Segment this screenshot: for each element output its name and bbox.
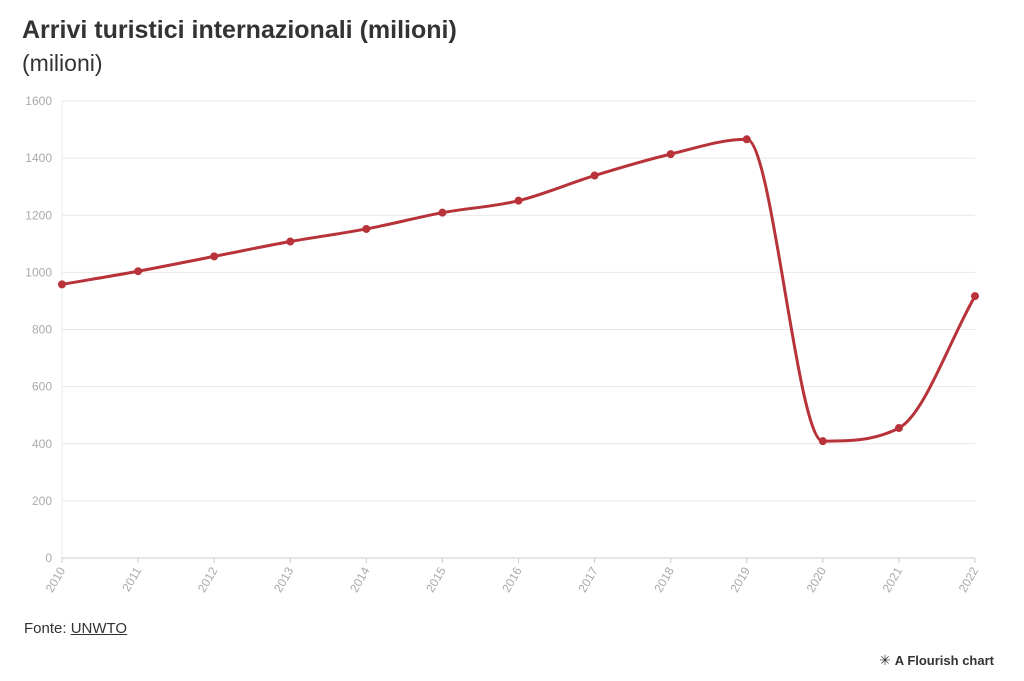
data-point-2010[interactable] [58,280,66,289]
x-tick-label: 2014 [347,564,373,594]
y-tick-label: 1600 [25,94,52,108]
data-point-2013[interactable] [286,237,295,246]
x-tick-label: 2018 [651,564,677,594]
chart-subtitle: (milioni) [22,50,103,76]
flourish-star-icon: ✳ [879,652,891,668]
data-point-2014[interactable] [362,224,371,233]
data-point-2011[interactable] [134,267,143,276]
x-tick-label: 2011 [119,564,144,594]
y-tick-label: 1200 [25,208,52,222]
series-line [61,137,977,443]
x-tick-label: 2021 [880,564,906,594]
x-tick-label: 2010 [43,564,69,594]
x-tick-label: 2019 [728,564,754,594]
x-tick-label: 2022 [956,564,982,594]
data-point-2022[interactable] [971,292,979,301]
data-point-2021[interactable] [894,424,903,433]
y-axis-ticks: 0 200 400 600 800 1000 1200 1400 1600 [25,94,52,565]
source-label: Fonte: [24,620,67,637]
y-tick-label: 800 [32,323,52,337]
data-point-2019[interactable] [742,135,751,144]
credit-label: A Flourish chart [894,653,994,668]
data-point-2018[interactable] [666,150,675,159]
x-axis-ticks: 2010 2011 2012 2013 2014 2015 2016 2017 2018 2019… [43,558,982,595]
y-tick-label: 1400 [25,151,52,165]
y-tick-label: 600 [32,380,52,394]
y-tick-label: 1000 [25,265,52,279]
gridlines [61,100,975,558]
x-tick-label: 2020 [804,564,830,594]
data-point-2012[interactable] [210,252,219,261]
data-points [58,135,979,446]
x-tick-label: 2017 [575,564,601,594]
y-tick-label: 0 [45,551,52,565]
data-point-2016[interactable] [514,196,523,205]
x-tick-label: 2016 [499,564,525,594]
y-tick-label: 400 [32,437,52,451]
y-tick-label: 200 [32,494,52,508]
source-link[interactable]: UNWTO [70,620,128,637]
data-point-2015[interactable] [438,208,447,217]
x-tick-label: 2012 [195,564,221,594]
source-note: Fonte: UNWTO [24,620,127,637]
flourish-credit[interactable]: ✳ A Flourish chart [879,652,994,669]
chart-title: Arrivi turistici internazionali (milioni… [22,16,457,44]
data-point-2017[interactable] [590,171,599,180]
x-tick-label: 2013 [271,564,297,594]
x-tick-label: 2015 [423,564,449,594]
data-point-2020[interactable] [818,437,827,446]
